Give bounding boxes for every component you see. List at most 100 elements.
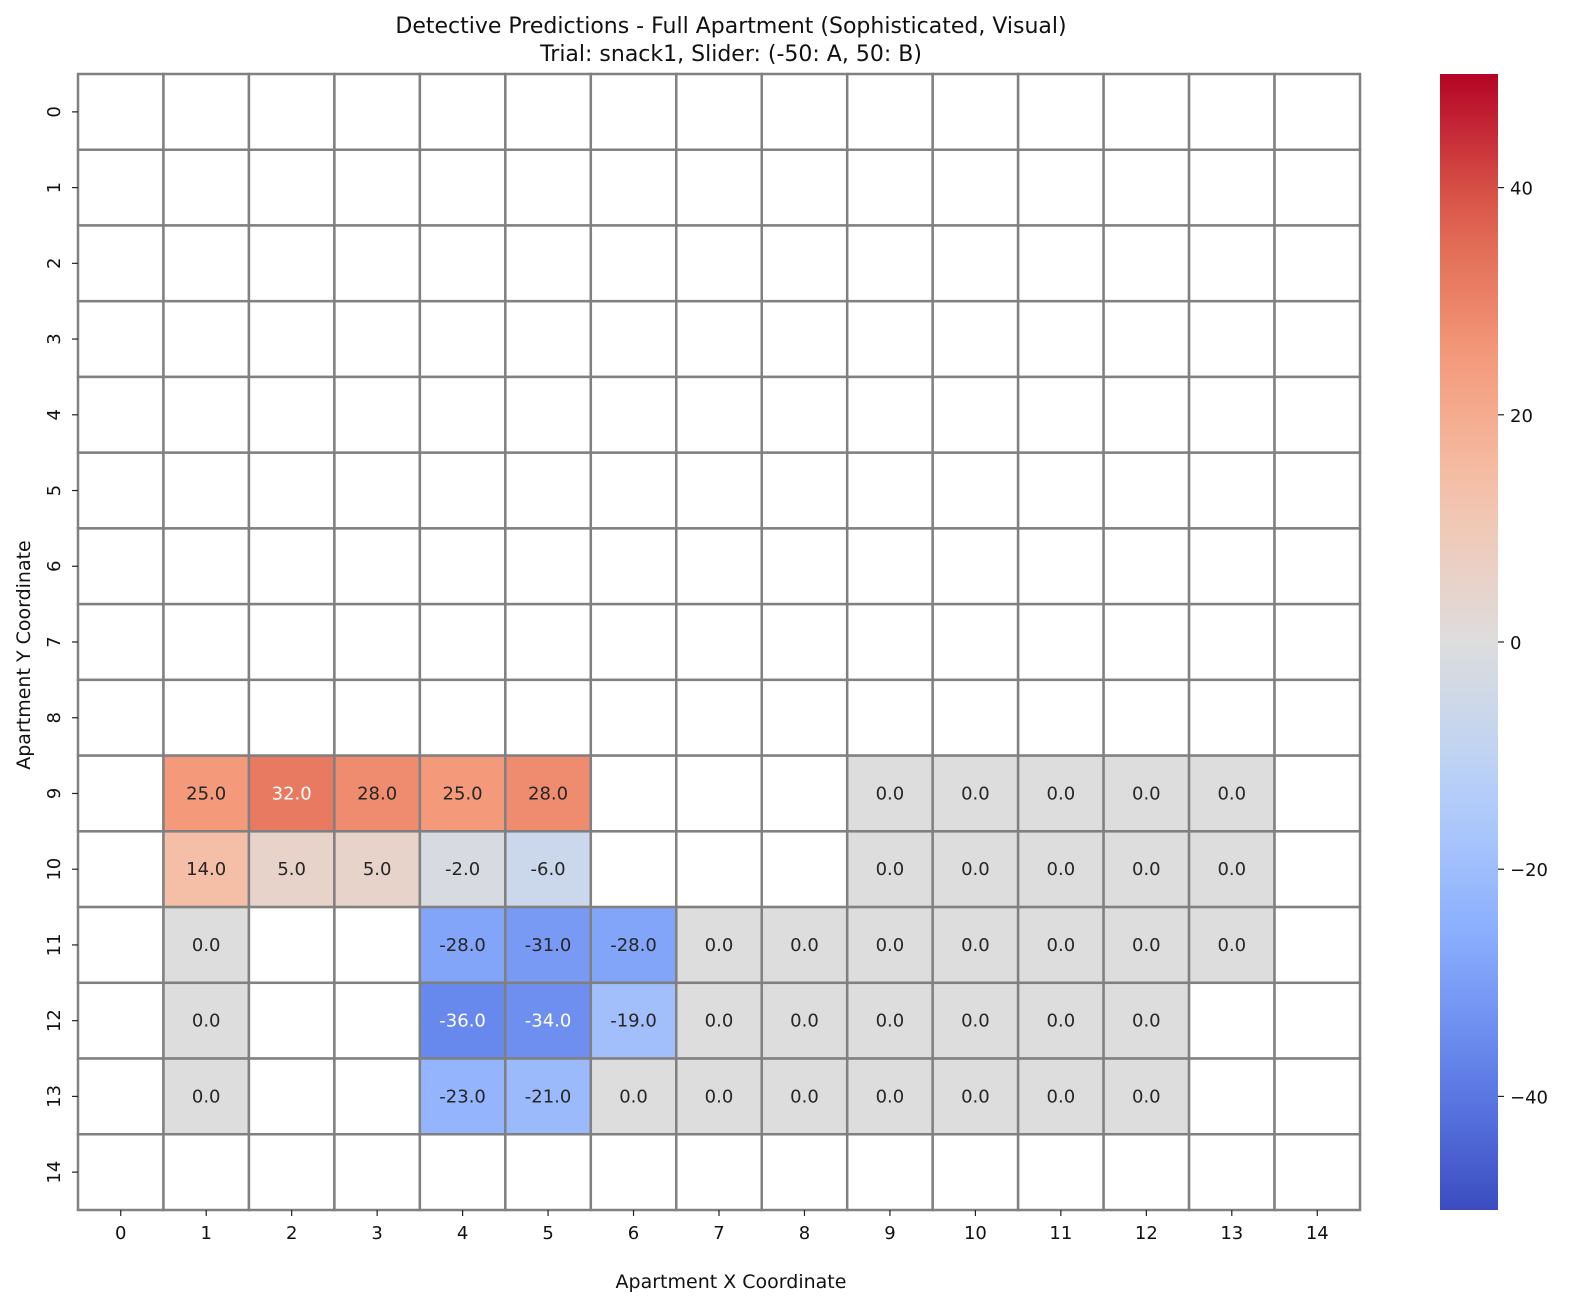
x-axis: 0 1 2 3 4 5 6 7 8 9 10 11 12 13 14 xyxy=(115,1210,1329,1244)
y-axis-label: Apartment Y Coordinate xyxy=(13,540,35,770)
heatmap-cell xyxy=(589,299,678,379)
heatmap-cell xyxy=(675,451,763,530)
heatmap-cell xyxy=(1187,602,1276,682)
x-tick-label: 9 xyxy=(884,1223,895,1244)
y-tick-label: 10 xyxy=(44,858,65,881)
heatmap-cell xyxy=(247,905,336,985)
heatmap-cell xyxy=(418,72,507,151)
heatmap-cell xyxy=(845,1133,934,1212)
heatmap-cell xyxy=(760,830,849,909)
heatmap-cell xyxy=(931,830,1020,909)
x-tick-label: 3 xyxy=(371,1223,382,1244)
heatmap-cell xyxy=(589,375,678,454)
heatmap-cell xyxy=(333,1133,422,1212)
cell-value-label: 0.0 xyxy=(876,859,905,880)
heatmap-cell xyxy=(418,1133,507,1212)
heatmap-cell xyxy=(760,981,849,1060)
y-tick-label: 11 xyxy=(44,933,65,956)
x-tick-label: 7 xyxy=(713,1223,724,1244)
heatmap-cell xyxy=(589,451,678,530)
heatmap-cell xyxy=(589,678,678,757)
cell-value-label: 0.0 xyxy=(1217,935,1246,956)
x-tick-label: 10 xyxy=(964,1223,987,1244)
heatmap-cell xyxy=(162,1133,251,1212)
heatmap-cell xyxy=(1187,527,1276,606)
heatmap-cell xyxy=(76,375,165,454)
cell-value-label: 0.0 xyxy=(876,783,905,804)
cell-value-label: 0.0 xyxy=(1047,859,1076,880)
heatmap-cell xyxy=(333,224,422,303)
heatmap-cell xyxy=(162,224,251,303)
heatmap-cell xyxy=(76,602,165,682)
heatmap-cell xyxy=(589,830,678,909)
heatmap-cell xyxy=(760,527,849,606)
heatmap-cell xyxy=(1102,72,1191,151)
cell-value-label: 32.0 xyxy=(272,783,312,804)
cell-value-label: 0.0 xyxy=(1132,1086,1161,1107)
cell-value-label: 25.0 xyxy=(186,783,226,804)
cell-value-label: 0.0 xyxy=(619,1086,648,1107)
cell-value-label: 14.0 xyxy=(186,859,226,880)
heatmap-cell xyxy=(333,1057,422,1136)
heatmap-cell xyxy=(1187,754,1276,833)
x-tick-label: 14 xyxy=(1306,1223,1329,1244)
heatmap-cell xyxy=(247,602,336,682)
x-tick-label: 6 xyxy=(628,1223,639,1244)
heatmap-cell xyxy=(1102,299,1191,379)
heatmap-cell xyxy=(1273,375,1362,454)
heatmap-cell xyxy=(333,602,422,682)
cell-value-label: 0.0 xyxy=(192,1011,221,1032)
heatmap-cell xyxy=(845,375,934,454)
heatmap-cell xyxy=(504,299,593,379)
heatmap-cells: 25.0 32.0 28.0 25.0 28.0 0.0 0.0 0.0 0.0 0.0 14.0 5… xyxy=(76,72,1362,1212)
colorbar-tick-label: −40 xyxy=(1510,1087,1548,1108)
heatmap-cell xyxy=(333,527,422,606)
heatmap-cell xyxy=(504,1133,593,1212)
heatmap-cell xyxy=(76,527,165,606)
x-tick-label: 8 xyxy=(799,1223,810,1244)
heatmap-cell xyxy=(760,754,849,833)
heatmap-cell xyxy=(1102,678,1191,757)
cell-value-label: 0.0 xyxy=(1132,1011,1161,1032)
heatmap-cell xyxy=(845,678,934,757)
heatmap-cell xyxy=(1102,1057,1191,1136)
heatmap-cell xyxy=(845,754,934,833)
heatmap-cell xyxy=(675,527,763,606)
heatmap-cell xyxy=(333,678,422,757)
heatmap-cell xyxy=(931,451,1020,530)
colorbar-tick-label: −20 xyxy=(1510,860,1548,881)
heatmap-cell xyxy=(247,375,336,454)
heatmap-cell xyxy=(760,375,849,454)
heatmap-cell xyxy=(1016,299,1105,379)
x-axis-label: Apartment X Coordinate xyxy=(616,1271,847,1293)
heatmap-cell xyxy=(675,830,763,909)
heatmap-cell xyxy=(589,527,678,606)
heatmap-cell xyxy=(504,148,593,227)
y-tick-label: 4 xyxy=(44,409,65,420)
heatmap-cell xyxy=(1102,451,1191,530)
heatmap-cell xyxy=(931,678,1020,757)
heatmap-cell xyxy=(76,224,165,303)
heatmap-cell xyxy=(1273,981,1362,1060)
heatmap-cell xyxy=(931,1133,1020,1212)
heatmap-cell xyxy=(931,72,1020,151)
x-tick-label: 0 xyxy=(115,1223,126,1244)
heatmap-cell xyxy=(504,451,593,530)
heatmap-cell xyxy=(247,299,336,379)
cell-value-label: -2.0 xyxy=(445,859,480,880)
heatmap-cell xyxy=(1187,678,1276,757)
heatmap-cell xyxy=(162,905,251,985)
heatmap-cell xyxy=(333,72,422,151)
cell-value-label: 28.0 xyxy=(357,783,397,804)
x-tick-label: 4 xyxy=(457,1223,468,1244)
heatmap-cell xyxy=(418,148,507,227)
heatmap-cell xyxy=(504,224,593,303)
heatmap-cell xyxy=(589,1057,678,1136)
cell-value-label: 0.0 xyxy=(705,1086,734,1107)
heatmap-cell xyxy=(675,299,763,379)
heatmap-cell xyxy=(1187,1133,1276,1212)
heatmap-cell xyxy=(162,148,251,227)
heatmap-cell xyxy=(504,678,593,757)
heatmap-cell xyxy=(675,981,763,1060)
cell-value-label: 0.0 xyxy=(790,1086,819,1107)
